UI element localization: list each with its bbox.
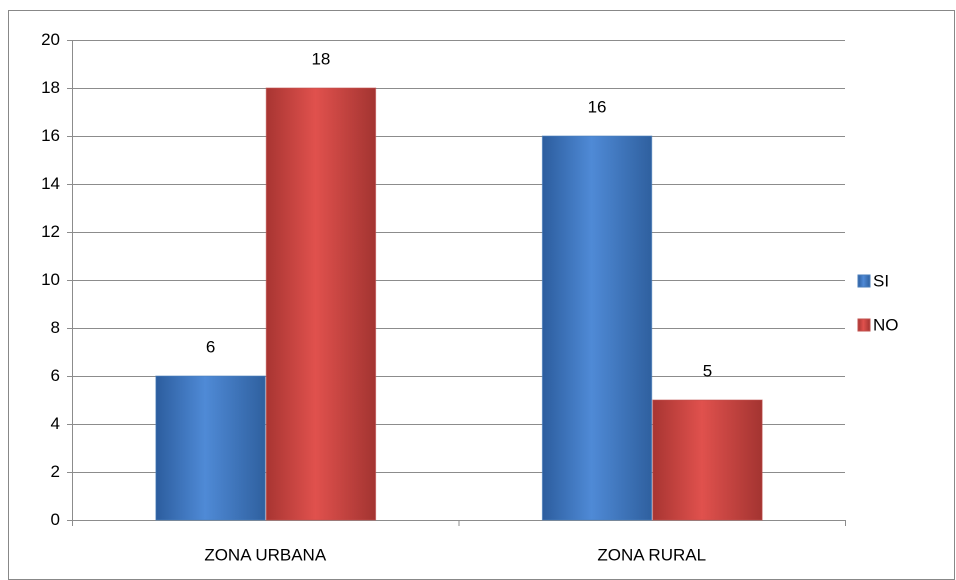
chart-border (8, 10, 955, 580)
legend-swatch (857, 318, 871, 332)
bar (541, 135, 653, 521)
y-tick-label: 4 (51, 414, 60, 433)
y-tick-label: 20 (41, 30, 60, 49)
data-label: 5 (703, 361, 712, 380)
x-tick-label: ZONA URBANA (204, 545, 327, 564)
y-tick-label: 8 (51, 318, 60, 337)
data-label: 16 (588, 97, 607, 116)
y-tick-label: 10 (41, 270, 60, 289)
y-tick-label: 0 (51, 510, 60, 529)
bar (652, 399, 763, 521)
legend-swatch (857, 274, 871, 288)
data-label: 18 (311, 49, 330, 68)
data-label: 6 (206, 337, 215, 356)
y-tick-label: 14 (41, 174, 60, 193)
y-tick-label: 2 (51, 462, 60, 481)
y-tick-label: 18 (41, 78, 60, 97)
legend-label: SI (873, 271, 889, 290)
y-tick-label: 12 (41, 222, 60, 241)
bar (155, 375, 266, 521)
legend-label: NO (873, 315, 899, 334)
bar (265, 87, 377, 521)
y-tick-label: 6 (51, 366, 60, 385)
x-tick-label: ZONA RURAL (597, 545, 706, 564)
y-tick-label: 16 (41, 126, 60, 145)
